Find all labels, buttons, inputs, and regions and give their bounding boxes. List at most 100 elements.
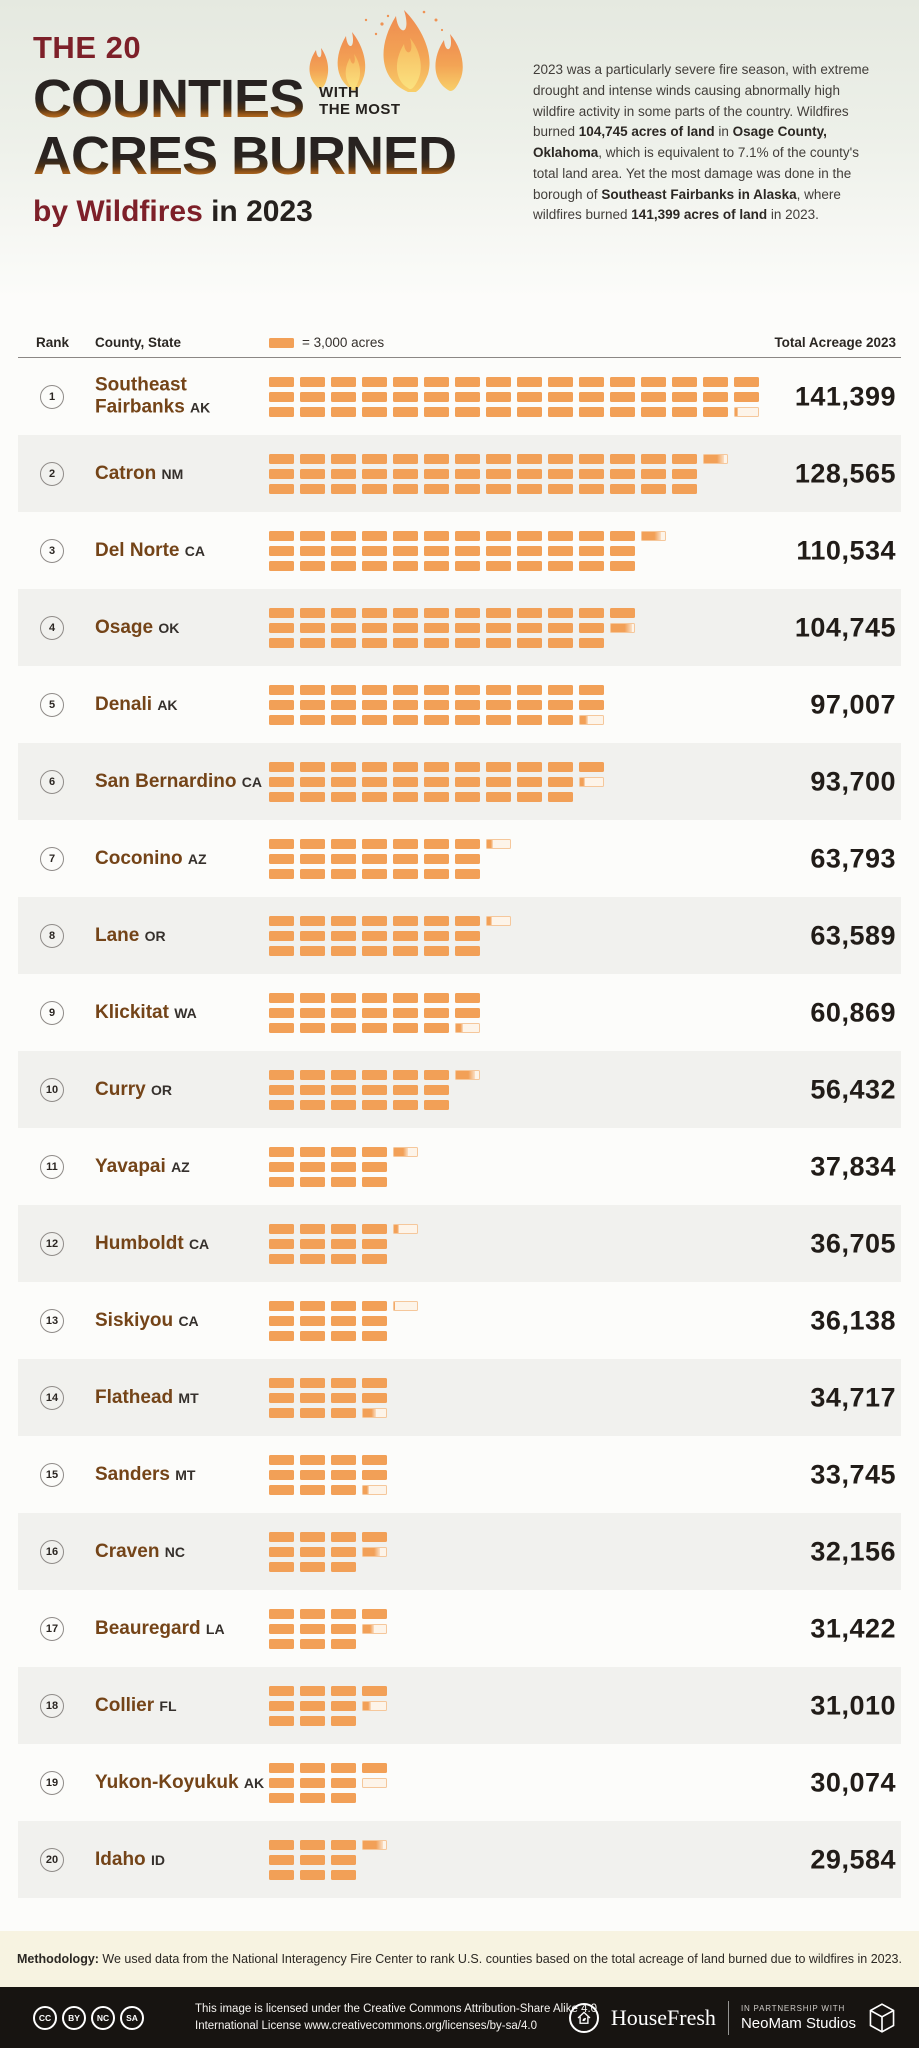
waffle-block bbox=[424, 945, 449, 956]
waffle-block bbox=[362, 699, 387, 710]
waffle-block bbox=[393, 714, 418, 725]
waffle-block bbox=[362, 468, 387, 479]
county-name: Sanders bbox=[95, 1463, 170, 1485]
waffle-block bbox=[424, 530, 449, 541]
rank-badge: 9 bbox=[40, 1000, 64, 1025]
waffle-block bbox=[300, 945, 325, 956]
waffle-block bbox=[579, 376, 604, 387]
table-row: 11 Yavapai AZ 37,834 bbox=[18, 1128, 901, 1205]
waffle-block-partial bbox=[362, 1839, 387, 1850]
waffle-block bbox=[269, 838, 294, 849]
rank-badge: 14 bbox=[40, 1385, 64, 1410]
waffle-block bbox=[548, 406, 573, 417]
waffle-block bbox=[517, 776, 542, 787]
waffle-block bbox=[455, 699, 480, 710]
waffle-block bbox=[300, 1762, 325, 1773]
rank-badge: 19 bbox=[40, 1770, 64, 1795]
waffle-block bbox=[486, 622, 511, 633]
waffle-block bbox=[269, 1869, 294, 1880]
waffle-block bbox=[331, 622, 356, 633]
waffle-block bbox=[424, 776, 449, 787]
waffle-block bbox=[362, 607, 387, 618]
waffle-block bbox=[331, 1608, 356, 1619]
county-label: Craven NC bbox=[95, 1540, 273, 1562]
total-acreage-value: 60,869 bbox=[810, 997, 896, 1027]
rank-badge: 6 bbox=[40, 769, 64, 794]
waffle-block bbox=[610, 453, 635, 464]
waffle-block bbox=[331, 1839, 356, 1850]
rank-badge: 20 bbox=[40, 1847, 64, 1872]
waffle-block bbox=[331, 1407, 356, 1418]
waffle-block bbox=[393, 915, 418, 926]
waffle-block-partial bbox=[455, 1022, 480, 1033]
total-acreage-value: 29,584 bbox=[810, 1844, 896, 1874]
waffle-block-partial bbox=[393, 1223, 418, 1234]
waffle-block bbox=[269, 1623, 294, 1634]
waffle-block bbox=[548, 483, 573, 494]
county-name: Flathead bbox=[95, 1386, 174, 1408]
waffle-block bbox=[300, 791, 325, 802]
waffle-block bbox=[300, 1300, 325, 1311]
waffle-block-partial bbox=[362, 1546, 387, 1557]
waffle-block bbox=[331, 791, 356, 802]
rank-badge: 1 bbox=[40, 384, 64, 409]
waffle-block bbox=[331, 930, 356, 941]
waffle-block bbox=[300, 1330, 325, 1341]
waffle-block bbox=[300, 545, 325, 556]
county-label: Yukon-Koyukuk AK bbox=[95, 1771, 273, 1793]
waffle-block bbox=[331, 761, 356, 772]
waffle-block bbox=[610, 468, 635, 479]
waffle-block bbox=[331, 1638, 356, 1649]
table-row: 20 Idaho ID 29,584 bbox=[18, 1821, 901, 1898]
rank-badge: 8 bbox=[40, 923, 64, 948]
county-label: Beauregard LA bbox=[95, 1617, 273, 1639]
waffle-block bbox=[300, 1854, 325, 1865]
county-name: Del Norte bbox=[95, 539, 180, 561]
waffle-block bbox=[548, 560, 573, 571]
waffle-block bbox=[269, 453, 294, 464]
waffle-block bbox=[548, 714, 573, 725]
county-name: Siskiyou bbox=[95, 1309, 174, 1331]
total-acreage-value: 31,422 bbox=[810, 1613, 896, 1643]
waffle-block bbox=[331, 1469, 356, 1480]
waffle-block bbox=[455, 453, 480, 464]
waffle-block bbox=[300, 391, 325, 402]
waffle-block bbox=[362, 776, 387, 787]
waffle-block bbox=[455, 714, 480, 725]
waffle-block bbox=[300, 1253, 325, 1264]
waffle-block bbox=[331, 1238, 356, 1249]
flame-shapes bbox=[309, 10, 463, 92]
waffle-block bbox=[517, 468, 542, 479]
waffle-block bbox=[300, 684, 325, 695]
waffle-block bbox=[424, 992, 449, 1003]
waffle-block bbox=[610, 391, 635, 402]
waffle-block bbox=[424, 560, 449, 571]
acreage-waffle-chart bbox=[269, 1146, 418, 1187]
rank-badge: 5 bbox=[40, 692, 64, 717]
waffle-block bbox=[269, 468, 294, 479]
waffle-block bbox=[331, 483, 356, 494]
rank-badge: 11 bbox=[40, 1154, 64, 1179]
waffle-block-partial bbox=[610, 622, 635, 633]
rank-badge: 15 bbox=[40, 1462, 64, 1487]
waffle-block bbox=[641, 453, 666, 464]
waffle-block bbox=[393, 776, 418, 787]
waffle-block bbox=[269, 560, 294, 571]
waffle-block bbox=[424, 483, 449, 494]
waffle-block bbox=[331, 1685, 356, 1696]
waffle-block bbox=[424, 607, 449, 618]
county-label: Del Norte CA bbox=[95, 539, 273, 561]
waffle-block bbox=[455, 791, 480, 802]
acreage-waffle-chart bbox=[269, 530, 666, 571]
waffle-block bbox=[300, 468, 325, 479]
waffle-block bbox=[393, 930, 418, 941]
waffle-block bbox=[331, 1223, 356, 1234]
waffle-block bbox=[269, 622, 294, 633]
waffle-block bbox=[362, 992, 387, 1003]
rank-badge: 12 bbox=[40, 1231, 64, 1256]
waffle-block bbox=[610, 376, 635, 387]
table-row: 19 Yukon-Koyukuk AK 30,074 bbox=[18, 1744, 901, 1821]
table-row: 10 Curry OR 56,432 bbox=[18, 1051, 901, 1128]
waffle-block bbox=[393, 945, 418, 956]
waffle-block bbox=[331, 545, 356, 556]
